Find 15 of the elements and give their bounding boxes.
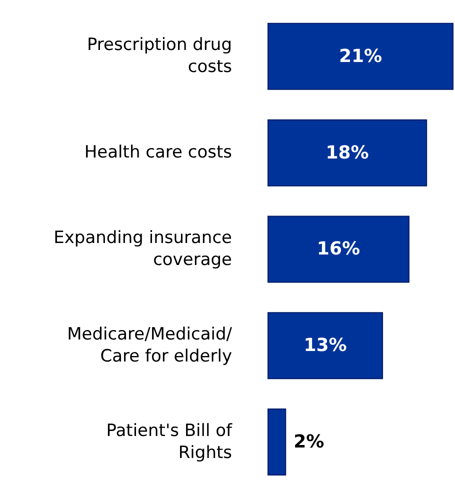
data-label: 13% bbox=[304, 335, 347, 356]
data-label: 2% bbox=[294, 432, 324, 453]
y-tick-label: Medicare/Medicaid/ Care for elderly bbox=[67, 324, 232, 366]
y-tick-label: Health care costs bbox=[84, 142, 232, 163]
bar bbox=[268, 312, 384, 380]
bar bbox=[268, 408, 286, 476]
y-tick-label: Prescription drug costs bbox=[86, 35, 232, 78]
data-label: 16% bbox=[316, 238, 360, 260]
data-label: 21% bbox=[338, 46, 382, 67]
data-label: 18% bbox=[326, 142, 369, 164]
bar bbox=[268, 216, 410, 283]
bar bbox=[268, 119, 428, 186]
y-tick-label: Expanding insurance coverage bbox=[54, 228, 232, 270]
bar bbox=[268, 22, 454, 90]
y-tick-label: Patient's Bill of Rights bbox=[106, 420, 234, 463]
